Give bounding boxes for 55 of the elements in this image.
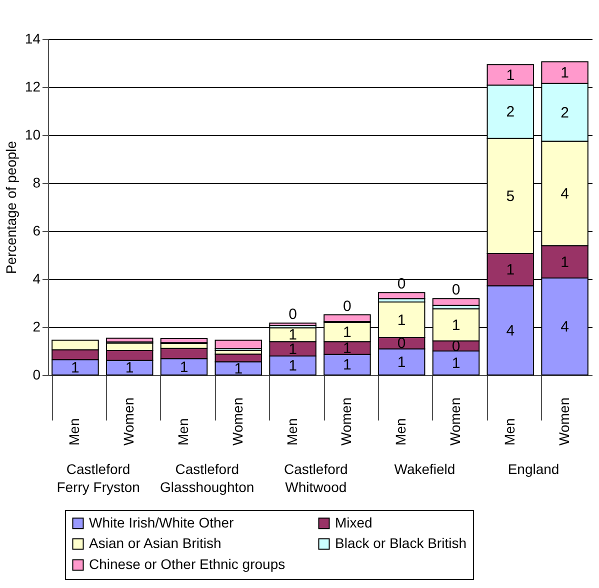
data-label: 1 bbox=[560, 254, 569, 271]
data-label: 1 bbox=[506, 262, 515, 279]
text: England bbox=[508, 461, 560, 477]
data-label: 1 bbox=[452, 316, 460, 334]
data-label: 0 bbox=[288, 306, 297, 324]
data-label: 2 bbox=[506, 104, 515, 121]
data-label: 4 bbox=[560, 185, 569, 202]
data-label: 1 bbox=[560, 64, 569, 82]
y-tick-label: 6 bbox=[32, 222, 41, 238]
data-label: 1 bbox=[452, 355, 460, 372]
legend-label: Black or Black British bbox=[335, 535, 466, 551]
y-tick-label: 0 bbox=[32, 366, 41, 382]
y-tick-label: 2 bbox=[32, 318, 41, 334]
y-axis-title: Percentage of people bbox=[2, 140, 19, 274]
x-tick-label: Men bbox=[66, 418, 82, 446]
data-label: 0 bbox=[397, 335, 406, 352]
x-tick-label: Men bbox=[175, 418, 191, 446]
x-tick-label: Women bbox=[120, 398, 137, 446]
legend-label: Asian or Asian British bbox=[89, 535, 222, 551]
data-label: 1 bbox=[397, 354, 406, 371]
data-label: 1 bbox=[180, 358, 188, 376]
legend-label: Mixed bbox=[335, 514, 372, 530]
x-tick-label: Women bbox=[556, 398, 572, 446]
text: Castleford Glasshoughton bbox=[160, 461, 254, 495]
x-tick-label: Women bbox=[338, 398, 354, 446]
data-label: 1 bbox=[343, 340, 352, 357]
y-tick-label: 10 bbox=[24, 126, 41, 142]
legend-label: Chinese or Other Ethnic groups bbox=[89, 556, 286, 572]
data-label: 1 bbox=[125, 360, 134, 377]
data-label: 1 bbox=[343, 356, 352, 374]
data-label: 1 bbox=[234, 360, 243, 378]
x-tick-label: Men bbox=[392, 418, 409, 446]
data-label: 4 bbox=[560, 318, 569, 336]
x-tick-label: Women bbox=[447, 398, 463, 446]
data-label: 1 bbox=[506, 66, 515, 84]
y-tick-label: 8 bbox=[32, 174, 41, 190]
y-tick-label: 12 bbox=[24, 78, 41, 94]
x-tick-label: Women bbox=[229, 398, 246, 446]
y-tick-label: 4 bbox=[32, 270, 41, 286]
data-label: 0 bbox=[452, 282, 460, 299]
data-label: 2 bbox=[560, 104, 569, 122]
y-tick-label: 14 bbox=[24, 30, 41, 46]
text: Wakefield bbox=[394, 461, 456, 477]
x-tick-label: Men bbox=[501, 418, 518, 446]
data-label: 1 bbox=[397, 312, 406, 329]
data-label: 1 bbox=[71, 359, 80, 376]
text: Castleford Ferry Fryston bbox=[56, 461, 140, 495]
legend-label: White Irish/White Other bbox=[89, 514, 234, 530]
data-label: 1 bbox=[288, 358, 297, 375]
x-tick-label: Men bbox=[284, 418, 300, 446]
data-label: 4 bbox=[506, 322, 515, 340]
data-label: 1 bbox=[343, 324, 352, 342]
data-label: 5 bbox=[506, 188, 515, 205]
text: Castleford Whitwood bbox=[284, 461, 348, 495]
data-label: 0 bbox=[343, 298, 352, 315]
